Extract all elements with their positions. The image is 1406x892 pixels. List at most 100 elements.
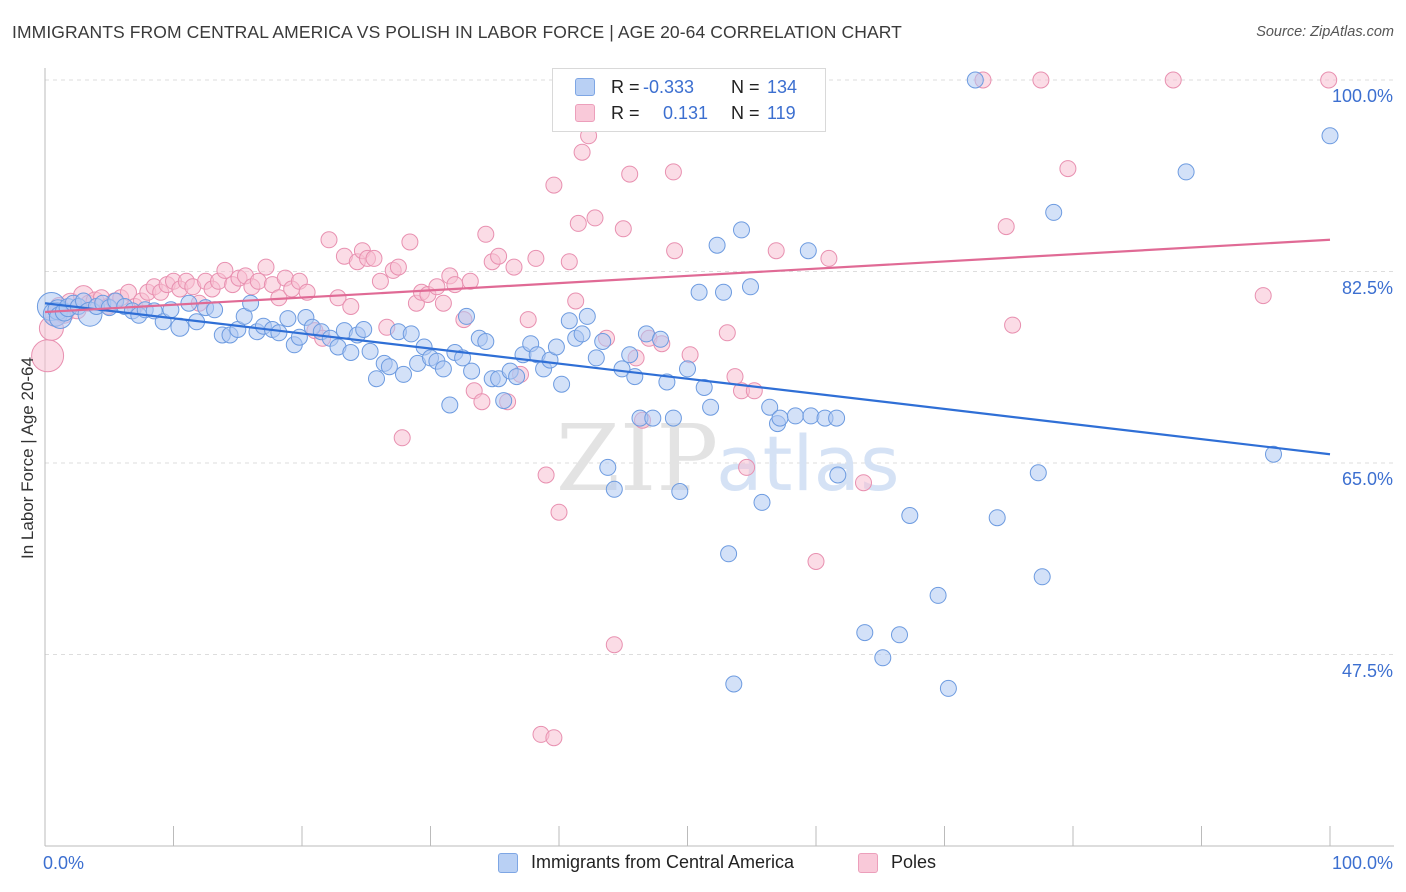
poles-point [434, 294, 452, 312]
bottom-legend-label-central-america: Immigrants from Central America [531, 852, 795, 872]
central-america-point [1265, 445, 1282, 463]
legend-r-value: 0.131 [663, 103, 709, 123]
poles-point [605, 636, 623, 654]
central-america-point [679, 360, 696, 378]
legend-n-value: 134 [767, 77, 798, 97]
central-america-point [929, 586, 947, 604]
central-america-point [553, 375, 571, 393]
central-america-point [454, 349, 472, 367]
central-america-point [441, 396, 459, 414]
poles-point [718, 324, 736, 342]
bottom-legend-swatch-blue [498, 853, 518, 873]
poles-point [573, 143, 591, 161]
legend-n-value: 119 [767, 103, 796, 123]
central-america-point [599, 458, 617, 476]
central-america-point [771, 409, 789, 427]
legend-swatch-pink [575, 104, 595, 122]
central-america-point [547, 338, 565, 356]
y-axis-label: In Labor Force | Age 20-64 [18, 357, 37, 559]
legend-swatch-blue [575, 78, 595, 96]
watermark: ZIP atlas [556, 405, 900, 512]
poles-point [855, 474, 872, 492]
central-america-point [402, 325, 420, 343]
central-america-point [828, 409, 846, 427]
poles-point [527, 249, 545, 267]
poles-point [216, 261, 234, 279]
poles-point [519, 311, 537, 329]
central-america-point [605, 480, 623, 498]
central-america-point [652, 330, 669, 348]
central-america-point [715, 283, 732, 301]
poles-point [1004, 316, 1022, 334]
y-tick-65: 65.0% [1341, 469, 1393, 489]
y-tick-82-5: 82.5% [1341, 278, 1393, 298]
central-america-point [495, 392, 513, 410]
central-america-point [573, 325, 591, 343]
central-america-point [966, 71, 984, 89]
central-america-point [1177, 163, 1195, 181]
poles-point [560, 253, 578, 271]
x-tick-min: 0.0% [43, 853, 85, 873]
central-america-point [939, 679, 957, 697]
poles-point [1254, 287, 1272, 305]
poles-point [389, 258, 407, 276]
poles-point [342, 298, 360, 315]
poles-point [537, 466, 555, 484]
central-america-point [434, 360, 452, 378]
central-america-point [829, 466, 847, 484]
central-america-point [578, 307, 596, 325]
central-america-point [658, 373, 676, 391]
legend-r-label: R = [611, 77, 640, 97]
central-america-point [637, 325, 655, 343]
central-america-point [761, 398, 779, 416]
central-america-point [664, 409, 682, 427]
central-america-point [891, 626, 908, 644]
central-america-point [753, 493, 771, 511]
central-america-point [594, 333, 612, 350]
poles-point [257, 258, 275, 276]
central-america-point [270, 324, 288, 342]
poles-point [473, 393, 491, 411]
poles-point [1032, 71, 1050, 89]
poles-point [738, 458, 756, 476]
chart-title: IMMIGRANTS FROM CENTRAL AMERICA VS POLIS… [12, 22, 902, 42]
poles-point [569, 214, 587, 232]
source-label: Source: ZipAtlas.com [1256, 24, 1394, 40]
poles-point [320, 231, 338, 249]
legend-r-label: R = [611, 103, 640, 123]
bottom-legend-swatch-pink [858, 853, 878, 873]
stats-legend: R = -0.333 N = 134 R = 0.131 N = 119 [552, 68, 826, 132]
poles-point [401, 233, 419, 251]
central-america-point [725, 675, 743, 693]
legend-n-label: N = [731, 103, 760, 123]
poles-point [767, 242, 785, 260]
legend-n-label: N = [731, 77, 760, 97]
central-america-point [702, 398, 720, 416]
legend-r-value: -0.333 [643, 77, 695, 97]
poles-point [586, 209, 604, 227]
central-america-point [802, 407, 820, 425]
poles-point [545, 176, 563, 194]
central-america-point [170, 317, 190, 337]
central-america-trend-line [44, 302, 1331, 456]
central-america-point [690, 283, 708, 301]
central-america-point [708, 236, 726, 254]
y-tick-47-5: 47.5% [1341, 661, 1393, 681]
poles-point [681, 346, 699, 364]
poles-point [614, 220, 632, 238]
axes [44, 68, 1394, 847]
central-america-point [355, 321, 373, 338]
central-america-point [463, 362, 481, 380]
poles-trend-line [44, 238, 1331, 314]
central-america-point [560, 312, 578, 330]
poles-point [461, 272, 479, 290]
y-tick-100: 100.0% [1331, 86, 1393, 106]
poles-point [371, 272, 389, 290]
central-america-point [799, 242, 817, 260]
poles-point [997, 218, 1015, 236]
poles-point [666, 242, 684, 260]
central-america-point [458, 307, 475, 325]
central-america-point [342, 344, 360, 361]
poles-point [807, 553, 825, 570]
